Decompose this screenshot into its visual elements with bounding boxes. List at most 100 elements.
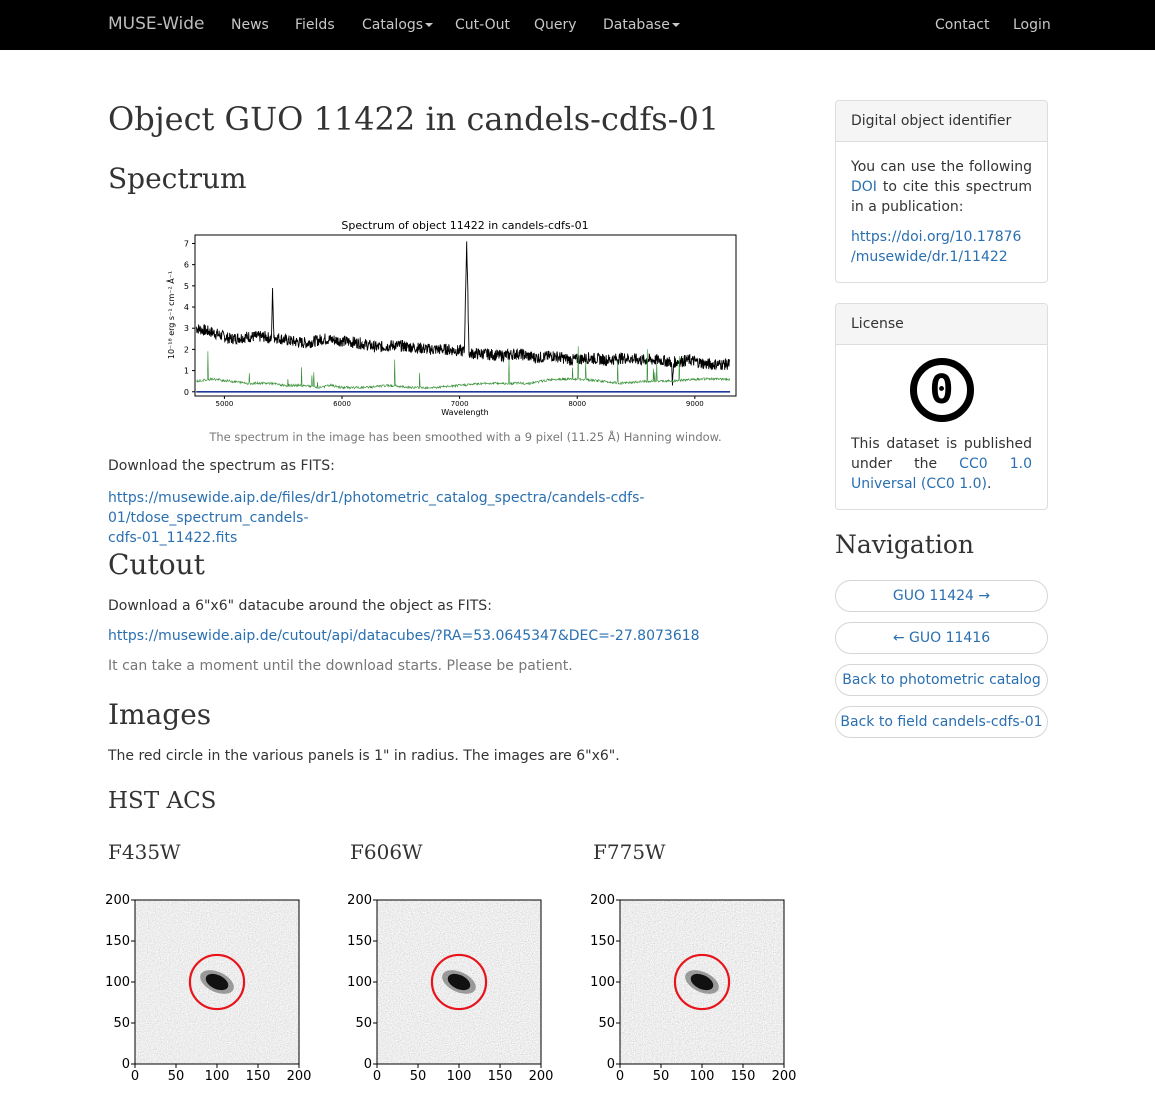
cutout-ytick-label: 100 bbox=[347, 975, 372, 990]
next-object-button[interactable]: GUO 11424 → bbox=[835, 580, 1048, 612]
cutout-xtick-label: 150 bbox=[488, 1069, 513, 1084]
spectrum-ytick-label: 4 bbox=[184, 303, 189, 312]
spectrum-xtick-label: 9000 bbox=[686, 400, 704, 408]
cutout-ytick-label: 0 bbox=[122, 1057, 130, 1072]
cutout-ytick-label: 150 bbox=[105, 934, 130, 949]
cutout-xtick-label: 100 bbox=[447, 1069, 472, 1084]
back-to-catalog-button[interactable]: Back to photometric catalog bbox=[835, 664, 1048, 696]
doi-text-after: to cite this spectrum in a publication: bbox=[851, 179, 1033, 215]
cutout-ytick-label: 0 bbox=[364, 1057, 372, 1072]
cc0-symbol: 0 bbox=[929, 367, 954, 413]
nav-cutout[interactable]: Cut-Out bbox=[455, 17, 510, 33]
cutout-text: Download a 6"x6" datacube around the obj… bbox=[108, 598, 492, 614]
spectrum-xtick-label: 6000 bbox=[333, 400, 351, 408]
spectrum-ytick-label: 1 bbox=[184, 367, 189, 376]
nav-catalogs-label: Catalogs bbox=[362, 17, 424, 33]
page-title: Object GUO 11422 in candels-cdfs-01 bbox=[108, 100, 720, 138]
doi-panel: Digital object identifier You can use th… bbox=[835, 100, 1048, 283]
doi-text-before: You can use the following bbox=[851, 159, 1032, 175]
spectrum-caption: The spectrum in the image has been smoot… bbox=[209, 430, 722, 444]
cutout-ytick-label: 150 bbox=[347, 934, 372, 949]
spectrum-link-line1: https://musewide.aip.de/files/dr1/photom… bbox=[108, 490, 645, 526]
spectrum-link-line2: cdfs-01_11422.fits bbox=[108, 530, 238, 546]
cutout-ytick-label: 50 bbox=[113, 1016, 130, 1031]
doi-url-link[interactable]: https://doi.org/10.17876 /musewide/dr.1/… bbox=[851, 227, 1032, 267]
cutout-note: It can take a moment until the download … bbox=[108, 658, 573, 674]
license-text: This dataset is published under the CC0 … bbox=[851, 434, 1032, 494]
spectrum-ytick-label: 3 bbox=[184, 324, 189, 333]
nav-database-dropdown[interactable]: Database bbox=[603, 17, 680, 33]
back-to-field-button[interactable]: Back to field candels-cdfs-01 bbox=[835, 706, 1048, 738]
spectrum-series-line-1 bbox=[196, 346, 731, 390]
spectrum-chart-title: Spectrum of object 11422 in candels-cdfs… bbox=[341, 219, 588, 232]
spectrum-xtick-label: 8000 bbox=[568, 400, 586, 408]
cutout-xtick-label: 100 bbox=[205, 1069, 230, 1084]
cutout-image-f435w: 0 50 100 150 200 0 50 100 150 200 bbox=[105, 893, 312, 1084]
spectrum-ytick-label: 6 bbox=[184, 261, 189, 270]
cutout-xtick-label: 200 bbox=[287, 1069, 312, 1084]
galaxy-core bbox=[690, 973, 714, 991]
nav-query[interactable]: Query bbox=[534, 17, 577, 33]
cutout-ytick-label: 50 bbox=[355, 1016, 372, 1031]
spectrum-ytick-label: 0 bbox=[184, 388, 189, 397]
cutout-xtick-label: 0 bbox=[131, 1069, 139, 1084]
cutout-ytick-label: 200 bbox=[347, 893, 372, 908]
spectrum-xlabel: Wavelength bbox=[441, 408, 488, 417]
cutout-xtick-label: 150 bbox=[731, 1069, 756, 1084]
cutout-ytick-label: 100 bbox=[105, 975, 130, 990]
aperture-circle bbox=[430, 953, 488, 1011]
doi-panel-heading: Digital object identifier bbox=[836, 101, 1047, 142]
cutout-datacube-link[interactable]: https://musewide.aip.de/cutout/api/datac… bbox=[108, 628, 700, 644]
filter-heading-f435w: F435W bbox=[108, 840, 181, 864]
license-text-before: This dataset is published under the bbox=[851, 436, 1032, 472]
license-panel-heading: License bbox=[836, 304, 1047, 345]
cutout-xtick-label: 150 bbox=[246, 1069, 271, 1084]
cutout-xtick-label: 200 bbox=[772, 1069, 797, 1084]
spectrum-ylabel: 10⁻¹⁸ erg s⁻¹ cm⁻² Å⁻¹ bbox=[165, 271, 176, 359]
spectrum-ytick-label: 7 bbox=[184, 239, 189, 248]
filter-heading-f606w: F606W bbox=[350, 840, 423, 864]
cutout-ytick-label: 200 bbox=[105, 893, 130, 908]
cutout-ytick-label: 0 bbox=[607, 1057, 615, 1072]
download-spectrum-text: Download the spectrum as FITS: bbox=[108, 458, 335, 474]
top-navbar: MUSE-Wide News Fields Catalogs Cut-Out Q… bbox=[0, 0, 1155, 50]
license-panel-body: 0 This dataset is published under the CC… bbox=[836, 345, 1047, 509]
nav-database-label: Database bbox=[603, 17, 670, 33]
cutout-ytick-label: 100 bbox=[590, 975, 615, 990]
spectrum-fits-link[interactable]: https://musewide.aip.de/files/dr1/photom… bbox=[108, 488, 798, 548]
spectrum-ytick-label: 2 bbox=[184, 345, 189, 354]
images-text: The red circle in the various panels is … bbox=[108, 748, 620, 764]
caret-down-icon bbox=[425, 23, 434, 27]
license-text-after: . bbox=[986, 476, 992, 492]
doi-url-line1: https://doi.org/10.17876 bbox=[851, 229, 1022, 245]
doi-link[interactable]: DOI bbox=[851, 179, 877, 195]
previous-object-button[interactable]: ← GUO 11416 bbox=[835, 622, 1048, 654]
cutout-ytick-label: 150 bbox=[590, 934, 615, 949]
nav-catalogs-dropdown[interactable]: Catalogs bbox=[362, 17, 434, 33]
aperture-circle bbox=[673, 953, 731, 1011]
spectrum-ytick-label: 5 bbox=[184, 282, 189, 291]
cc0-icon: 0 bbox=[909, 358, 974, 422]
cutout-xtick-label: 0 bbox=[616, 1069, 624, 1084]
brand-link[interactable]: MUSE-Wide bbox=[108, 14, 205, 34]
cutout-ytick-label: 50 bbox=[598, 1016, 615, 1031]
nav-news[interactable]: News bbox=[231, 17, 269, 33]
cutout-xtick-label: 100 bbox=[690, 1069, 715, 1084]
spectrum-plot-frame bbox=[194, 234, 737, 397]
spectrum-series-line-0 bbox=[195, 241, 731, 386]
cutout-image-f775w: 0 50 100 150 200 0 50 100 150 200 bbox=[590, 893, 797, 1084]
nav-fields[interactable]: Fields bbox=[295, 17, 335, 33]
spectrum-xtick-label: 5000 bbox=[215, 400, 233, 408]
license-panel: License 0 This dataset is published unde… bbox=[835, 303, 1048, 510]
nav-contact[interactable]: Contact bbox=[935, 17, 990, 33]
cutout-xtick-label: 200 bbox=[529, 1069, 554, 1084]
doi-text: You can use the following DOI to cite th… bbox=[851, 157, 1032, 217]
aperture-circle bbox=[188, 953, 246, 1011]
galaxy-core bbox=[205, 973, 229, 991]
hst-acs-heading: HST ACS bbox=[108, 788, 217, 814]
navigation-heading: Navigation bbox=[835, 530, 975, 559]
nav-login[interactable]: Login bbox=[1013, 17, 1051, 33]
cutout-heading: Cutout bbox=[108, 548, 205, 581]
cc0-license-link[interactable]: CC0 1.0 Universal (CC0 1.0) bbox=[851, 456, 1032, 492]
cutout-ytick-label: 200 bbox=[590, 893, 615, 908]
